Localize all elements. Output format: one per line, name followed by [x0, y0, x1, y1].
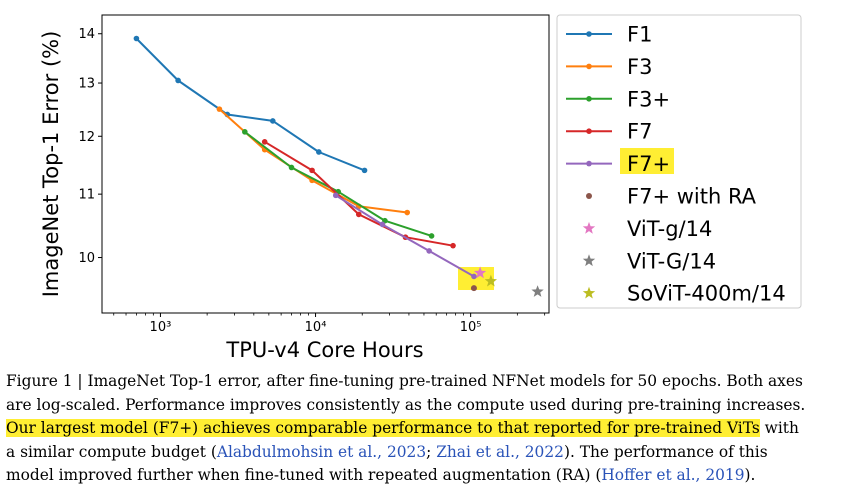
caption-text: ). The performance of this [563, 442, 768, 461]
x-tick-label: 10⁴ [305, 320, 327, 335]
legend-star-sovit-400m-14 [582, 286, 596, 299]
legend-label-f3: F3 [627, 55, 652, 79]
data-point-f3 [404, 209, 411, 216]
legend-marker-f1 [586, 31, 592, 37]
data-point-f1 [133, 35, 140, 42]
data-point-f7 [379, 221, 386, 228]
citation-link[interactable]: Zhai et al., 2022 [436, 442, 564, 461]
caption-line-4: a similar compute budget (Alabdulmohsin … [6, 441, 842, 465]
ticks-layer: 10³ 10⁴ 10⁵ 10 11 12 13 14 [78, 27, 546, 335]
legend-label-f1: F1 [627, 23, 652, 47]
legend-star-vit-g-14 [582, 221, 596, 234]
citation-link[interactable]: Alabdulmohsin et al., 2023 [216, 442, 427, 461]
legend-marker-f3 [586, 63, 592, 70]
caption-text: with [759, 419, 799, 438]
data-point-f3 [216, 106, 223, 112]
x-tick-label: 10³ [150, 320, 172, 335]
caption-text: ). [744, 466, 756, 485]
data-point-f7 [261, 139, 268, 145]
x-axis-title: TPU-v4 Core Hours [225, 338, 423, 362]
series-line-f1 [135, 37, 365, 172]
legend-label-sovit-400m-14: SoViT-400m/14 [627, 282, 786, 306]
legend-label-f7-with-ra: F7+ with RA [627, 185, 757, 209]
data-point-f7 [355, 211, 362, 218]
legend-label-f3: F3+ [627, 87, 670, 111]
data-point-f7 [332, 192, 339, 199]
data-point-f1 [269, 118, 276, 124]
data-point-f7 [471, 273, 477, 280]
legend-label-f7: F7 [627, 120, 652, 144]
data-point-f3 [288, 164, 295, 171]
legend-label-vit-g-14: ViT-G/14 [627, 249, 716, 273]
series-line-f3 [218, 108, 408, 214]
figure-caption: Figure 1 | ImageNet Top-1 error, after f… [6, 370, 842, 488]
legend: F1 F3 F3+ F7 F7+ F7+ with RA ViT-g/14 ViT-G/14 S… [556, 14, 802, 309]
caption-text: ; [426, 442, 437, 461]
y-axis-title: ImageNet Top-1 Error (%) [39, 31, 63, 298]
y-tick-label: 10 [78, 251, 95, 266]
legend-star-vit-g-14 [582, 254, 596, 267]
caption-line-2: are log-scaled. Performance improves con… [6, 395, 806, 414]
legend-highlight [620, 148, 674, 174]
legend-marker-f7 [586, 160, 592, 167]
plot-frame [101, 14, 550, 314]
y-tick-label: 13 [78, 77, 95, 92]
legend-frame [556, 14, 802, 309]
caption-line-5: model improved further when fine-tuned w… [6, 464, 842, 488]
x-tick-label: 10⁵ [460, 320, 482, 335]
y-tick-label: 14 [78, 27, 95, 42]
series-line-f7 [264, 140, 454, 247]
y-tick-label: 12 [78, 130, 95, 145]
series-line-f7 [335, 194, 475, 278]
series-layer [133, 35, 544, 297]
data-point-f1 [175, 77, 181, 84]
data-point-f7 [309, 167, 315, 174]
star-marker-sovit-400m-14 [484, 274, 497, 287]
data-point-f3 [242, 129, 248, 135]
caption-text: a similar compute budget ( [6, 442, 217, 461]
data-point-f7 [426, 248, 432, 254]
legend-marker-f7 [586, 128, 592, 134]
y-tick-label: 11 [78, 188, 95, 203]
citation-link[interactable]: Hoffer et al., 2019 [601, 466, 745, 485]
data-point-f7 [450, 242, 456, 249]
data-point-f1 [316, 149, 322, 155]
star-marker-vit-g-14 [531, 285, 544, 297]
data-point-f1 [361, 167, 368, 174]
legend-marker-f7-with-ra [586, 193, 592, 199]
star-marker-vit-g-14 [473, 266, 487, 279]
legend-label-f7: F7+ [627, 152, 670, 176]
data-point-f7-with-ra [470, 285, 477, 292]
legend-marker-f3 [586, 96, 592, 102]
legend-label-vit-g-14: ViT-g/14 [627, 217, 712, 241]
caption-line-1: Figure 1 | ImageNet Top-1 error, after f… [6, 372, 803, 390]
data-point-f3 [428, 233, 435, 239]
caption-text: model improved further when fine-tuned w… [6, 466, 602, 485]
chart: 10³ 10⁴ 10⁵ 10 11 12 13 14 TPU-v4 Core Hours Im… [39, 14, 802, 362]
caption-highlight: Our largest model (F7+) achieves compara… [6, 419, 760, 438]
caption-line-3: Our largest model (F7+) achieves compara… [6, 417, 842, 441]
